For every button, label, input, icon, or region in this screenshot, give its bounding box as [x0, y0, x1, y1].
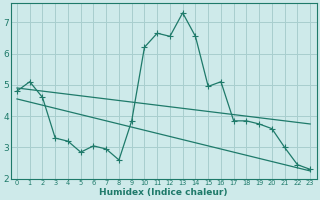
X-axis label: Humidex (Indice chaleur): Humidex (Indice chaleur) — [99, 188, 228, 197]
